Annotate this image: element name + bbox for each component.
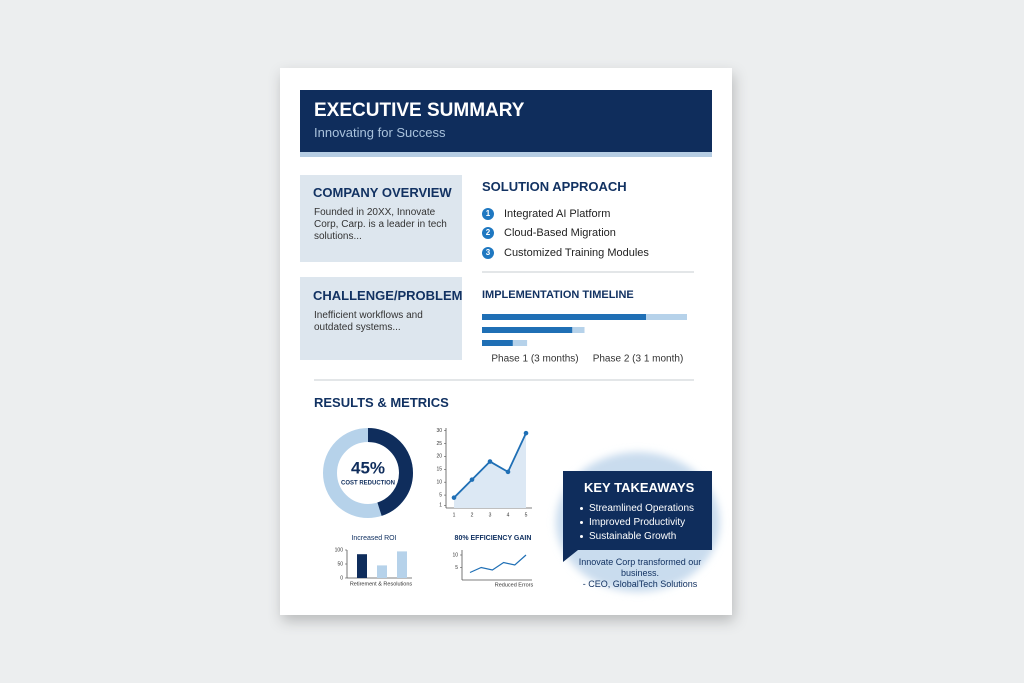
y-tick-label: 100 (335, 547, 344, 553)
section-text: Inefficient workflows and outdated syste… (314, 310, 423, 333)
y-tick-label: 20 (436, 454, 442, 460)
section-title: COMPANY OVERVIEW (313, 185, 452, 200)
x-label: Reduced Errors (495, 582, 534, 588)
done-bar (482, 340, 513, 346)
bullet (580, 506, 583, 510)
subtitle: Innovating for Success (314, 125, 446, 140)
x-label: Retirement & Resolutions (350, 581, 413, 587)
header-band (300, 90, 712, 152)
item-label: Customized Training Modules (504, 246, 649, 259)
point (523, 430, 529, 436)
item-label: Sustainable Growth (589, 530, 677, 542)
y-tick-label: 25 (436, 441, 442, 447)
y-tick-label: 15 (436, 467, 442, 473)
list-item: Streamlined Operations (580, 501, 694, 515)
overview-box (300, 175, 462, 262)
section-text: Founded in 20XX, Innovate Corp, Carp. is… (314, 207, 447, 242)
y-tick-label: 5 (455, 565, 458, 571)
bullet (580, 520, 583, 524)
donut-arc (323, 428, 413, 518)
done-bar (482, 314, 646, 320)
x-tick-label: 4 (507, 512, 510, 518)
x-tick-label: 2 (471, 512, 474, 518)
phase-label: Phase 1 (3 months) (491, 354, 578, 365)
section-title: CHALLENGE/PROBLEM (313, 288, 463, 303)
solution-list: 1 Integrated AI Platform 2 Cloud-Based Migr… (482, 204, 649, 263)
y-tick-label: 10 (452, 552, 458, 558)
item-number: 1 (482, 207, 494, 220)
quote-block: Innovate Corp transformed our business. … (562, 557, 718, 590)
done-bar (482, 327, 573, 333)
section-title: RESULTS & METRICS (314, 395, 449, 410)
attribution: - CEO, GlobalTech Solutions (582, 579, 698, 589)
list-item: 3 Customized Training Modules (482, 243, 649, 263)
list-item: Improved Productivity (580, 515, 694, 529)
x-tick-label: 1 (453, 512, 456, 518)
list-item: 2 Cloud-Based Migration (482, 224, 649, 244)
bar (357, 554, 367, 578)
item-label: Integrated AI Platform (504, 207, 611, 220)
donut-value: 45% (351, 458, 385, 477)
list-item: Sustainable Growth (580, 529, 694, 543)
item-label: Improved Productivity (589, 516, 686, 528)
y-tick-label: 5 (439, 492, 442, 498)
quote: Innovate Corp transformed our business. (578, 557, 702, 578)
y-tick-label: 50 (337, 561, 343, 567)
bar (377, 565, 387, 578)
x-tick-label: 5 (525, 512, 528, 518)
chart-title: Increased ROI (351, 535, 396, 542)
y-tick-label: 1 (439, 503, 442, 509)
point (469, 477, 475, 482)
point (505, 469, 511, 475)
item-number: 2 (482, 227, 494, 240)
phase-label: Phase 2 (3 1 month) (593, 354, 684, 365)
x-tick-label: 3 (489, 512, 492, 518)
bar (397, 551, 407, 578)
title: EXECUTIVE SUMMARY (314, 100, 525, 121)
speech-tail (563, 548, 578, 562)
y-tick-label: 30 (436, 428, 442, 434)
takeaways-list: Streamlined Operations Improved Productiv… (580, 501, 694, 543)
header-strip (300, 152, 712, 157)
takeaways-box (563, 471, 712, 550)
area (454, 433, 526, 508)
point (451, 495, 457, 500)
y-tick-label: 0 (340, 575, 343, 581)
challenge-box (300, 277, 462, 360)
list-item: 1 Integrated AI Platform (482, 204, 649, 224)
chart-title: 80% EFFICIENCY GAIN (455, 535, 532, 542)
takeaways-title: KEY TAKEAWAYS (584, 480, 695, 495)
bullet (580, 534, 583, 538)
point (487, 459, 493, 464)
item-label: Cloud-Based Migration (504, 227, 616, 240)
section-title: IMPLEMENTATION TIMELINE (482, 289, 634, 301)
item-label: Streamlined Operations (589, 502, 695, 514)
line (469, 554, 527, 574)
item-number: 3 (482, 246, 494, 259)
donut-label: COST REDUCTION (341, 481, 395, 487)
y-tick-label: 10 (436, 480, 442, 486)
section-title: SOLUTION APPROACH (482, 179, 627, 194)
